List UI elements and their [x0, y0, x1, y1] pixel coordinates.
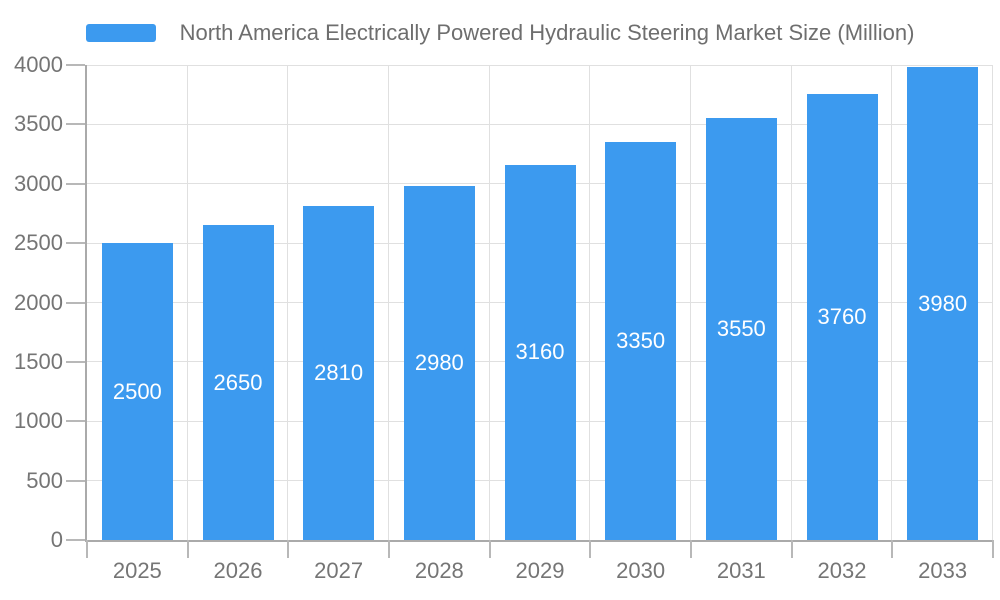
x-axis-label: 2028 [414, 558, 464, 583]
bar-value-label: 2980 [414, 350, 464, 376]
y-axis-label: 2500 [14, 230, 63, 256]
legend-swatch [85, 24, 156, 42]
y-axis-tick [66, 182, 85, 185]
bar[interactable] [303, 206, 375, 540]
y-axis-label: 1500 [14, 348, 63, 374]
x-axis-tick [186, 540, 189, 558]
bar[interactable] [101, 243, 173, 540]
x-axis-tick [488, 540, 491, 558]
x-axis-tick [388, 540, 390, 558]
y-axis-tick [66, 420, 85, 423]
gridline-vertical [388, 65, 389, 540]
bar[interactable] [202, 225, 274, 540]
bar[interactable] [403, 186, 475, 540]
gridline-vertical [690, 65, 691, 540]
y-axis-tick [66, 539, 85, 541]
x-axis-tick [589, 540, 592, 558]
gridline-vertical [488, 65, 490, 540]
x-axis-label: 2029 [515, 558, 565, 583]
x-axis-label: 2025 [112, 558, 162, 583]
y-axis-tick [66, 123, 85, 126]
x-axis-tick [891, 540, 894, 558]
y-axis-label: 3000 [14, 170, 63, 196]
bar-value-label: 2500 [112, 378, 162, 404]
legend-item[interactable]: North America Electrically Powered Hydra… [0, 20, 1000, 46]
x-axis-tick [790, 540, 793, 558]
gridline-vertical [992, 65, 993, 540]
bar-value-label: 2810 [314, 360, 364, 386]
bar[interactable] [806, 93, 878, 540]
bar-value-label: 3160 [515, 339, 565, 365]
y-axis-label: 1000 [14, 408, 63, 434]
x-axis-label: 2026 [213, 558, 263, 583]
y-axis-label: 500 [26, 467, 63, 493]
gridline-vertical [287, 65, 289, 540]
y-axis-tick [66, 301, 85, 304]
y-axis-label: 0 [50, 527, 63, 552]
y-axis-label: 3500 [14, 111, 63, 137]
gridline-vertical [186, 65, 188, 540]
bar[interactable] [504, 164, 576, 540]
y-axis-tick [66, 242, 85, 245]
legend-label: North America Electrically Powered Hydra… [179, 20, 915, 45]
y-axis-tick [66, 360, 85, 363]
x-axis-tick [86, 540, 88, 558]
x-axis-tick [690, 540, 692, 558]
bar[interactable] [605, 142, 677, 540]
bar-value-label: 3550 [716, 316, 766, 342]
x-axis-label: 2030 [616, 558, 666, 583]
plot-area: 2500 2650 2810 2980 3160 3350 3550 3760 3980 [66, 64, 994, 558]
bar-value-label: 2650 [213, 369, 263, 395]
y-axis-label: 4000 [14, 52, 63, 77]
x-axis-label: 2033 [918, 558, 968, 583]
y-axis-tick [66, 479, 85, 482]
gridline-horizontal [87, 64, 993, 66]
y-axis-label: 2000 [14, 289, 63, 315]
y-axis-tick [66, 64, 85, 66]
gridline-vertical [589, 65, 591, 540]
bar-value-label: 3980 [918, 290, 968, 316]
x-axis-line [85, 540, 993, 542]
x-axis-tick [992, 540, 994, 558]
bar-value-label: 3760 [817, 303, 867, 329]
bar[interactable] [907, 67, 979, 540]
bar-value-label: 3350 [616, 328, 666, 354]
y-axis-line [85, 65, 87, 542]
x-axis-tick [287, 540, 290, 558]
bar[interactable] [705, 118, 777, 540]
gridline-vertical [891, 65, 893, 540]
gridline-horizontal [87, 123, 993, 125]
x-axis-label: 2027 [314, 558, 364, 583]
gridline-vertical [790, 65, 792, 540]
x-axis-label: 2032 [817, 558, 867, 583]
x-axis-label: 2031 [716, 558, 766, 583]
